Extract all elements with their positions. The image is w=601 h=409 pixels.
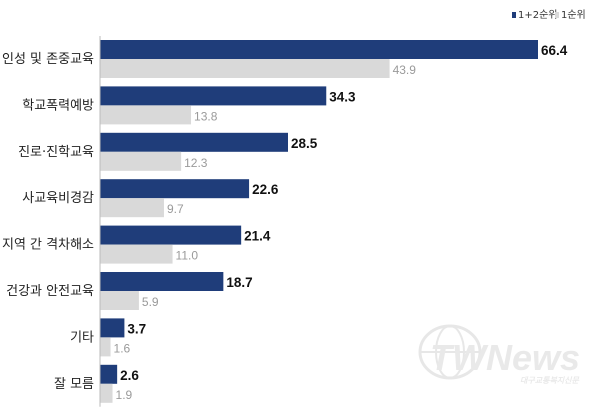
category-label: 인성 및 존중교육 bbox=[2, 52, 94, 67]
legend-swatch-primary bbox=[512, 12, 516, 18]
bar-secondary bbox=[100, 198, 164, 218]
bars-group: 인성 및 존중교육 66.4 43.9 학교폭력예방 34.3 13.8 진로·진학교육 28… bbox=[2, 36, 568, 407]
value-label-primary: 21.4 bbox=[244, 229, 271, 244]
bar-secondary bbox=[100, 337, 111, 357]
category-label: 잘 모름 bbox=[54, 377, 94, 392]
value-label-secondary: 13.8 bbox=[194, 109, 218, 123]
value-label-primary: 28.5 bbox=[291, 136, 318, 151]
category-row: 잘 모름 2.6 1.9 bbox=[54, 364, 139, 403]
category-row: 지역 간 격차해소 21.4 11.0 bbox=[2, 225, 271, 264]
legend-swatch-secondary bbox=[555, 12, 559, 18]
value-label-secondary: 11.0 bbox=[176, 249, 199, 263]
category-label: 학교폭력예방 bbox=[22, 98, 94, 113]
bar-primary bbox=[100, 272, 224, 291]
value-label-secondary: 1.6 bbox=[114, 341, 131, 355]
category-row: 기타 3.7 1.6 bbox=[70, 318, 146, 357]
category-label: 지역 간 격차해소 bbox=[2, 238, 94, 253]
category-row: 사교육비경감 22.6 9.7 bbox=[22, 179, 279, 218]
bar-primary bbox=[100, 86, 327, 106]
bar-secondary bbox=[100, 105, 192, 125]
bar-primary bbox=[100, 318, 125, 338]
watermark-logo: TWNews 대구교통복지신문 bbox=[418, 324, 580, 385]
value-label-secondary: 9.7 bbox=[167, 202, 184, 216]
legend: 1+2순위 1순위 bbox=[512, 8, 586, 21]
bar-primary bbox=[100, 225, 242, 245]
value-label-secondary: 1.9 bbox=[116, 388, 133, 402]
watermark-text: TWNews bbox=[430, 337, 580, 378]
bar-secondary bbox=[100, 244, 173, 264]
category-label: 진로·진학교육 bbox=[18, 145, 94, 160]
bar-primary bbox=[100, 40, 538, 59]
value-label-secondary: 12.3 bbox=[184, 156, 208, 170]
category-label: 사교육비경감 bbox=[22, 191, 94, 206]
value-label-primary: 34.3 bbox=[329, 89, 356, 104]
bar-secondary bbox=[100, 291, 139, 310]
bar-primary bbox=[100, 179, 250, 199]
watermark-globe-icon bbox=[418, 324, 482, 380]
value-label-primary: 22.6 bbox=[252, 182, 279, 197]
value-label-secondary: 43.9 bbox=[393, 63, 417, 77]
watermark-subtext: 대구교통복지신문 bbox=[520, 376, 580, 385]
category-row: 진로·진학교육 28.5 12.3 bbox=[18, 132, 318, 171]
value-label-primary: 2.6 bbox=[120, 368, 139, 383]
value-label-primary: 66.4 bbox=[541, 43, 568, 58]
category-label: 기타 bbox=[70, 330, 94, 345]
value-label-primary: 3.7 bbox=[127, 321, 146, 336]
category-row: 인성 및 존중교육 66.4 43.9 bbox=[2, 40, 568, 78]
bar-secondary bbox=[100, 383, 113, 403]
category-row: 건강과 안전교육 18.7 5.9 bbox=[6, 272, 253, 310]
legend-label-secondary: 1순위 bbox=[561, 8, 586, 21]
bar-secondary bbox=[100, 59, 390, 78]
bar-secondary bbox=[100, 151, 182, 171]
bar-primary bbox=[100, 132, 288, 152]
value-label-primary: 18.7 bbox=[226, 275, 252, 290]
category-label: 건강과 안전교육 bbox=[6, 284, 94, 299]
legend-label-primary: 1+2순위 bbox=[518, 8, 558, 21]
value-label-secondary: 5.9 bbox=[142, 295, 159, 309]
bar-primary bbox=[100, 364, 118, 384]
category-row: 학교폭력예방 34.3 13.8 bbox=[22, 86, 356, 125]
